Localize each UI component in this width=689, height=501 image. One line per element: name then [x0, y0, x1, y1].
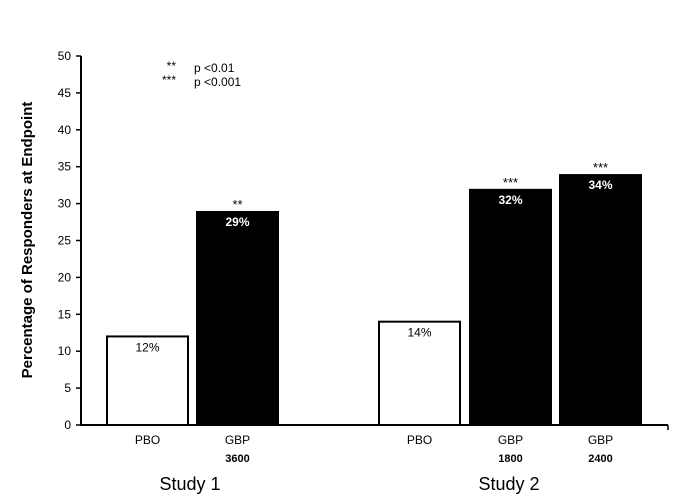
bar-data-label: 29%: [225, 215, 249, 229]
bar-data-label: 12%: [135, 340, 159, 354]
bar-study-2-pbo: [378, 320, 461, 426]
y-tick-label: 25: [58, 234, 72, 248]
significance-marker: ***: [503, 175, 518, 190]
group-label: Study 1: [159, 474, 220, 494]
significance-marker: ***: [593, 160, 608, 175]
y-tick-label: 50: [58, 49, 72, 63]
y-tick-label: 35: [58, 160, 72, 174]
x-tick-label: GBP: [588, 433, 613, 447]
group-label: Study 2: [478, 474, 539, 494]
significance-legend-text: p <0.001: [194, 75, 241, 89]
y-tick-label: 45: [58, 86, 72, 100]
significance-legend: ** p <0.01 *** p <0.001: [162, 59, 241, 89]
bar-data-label: 34%: [588, 178, 612, 192]
bars: [106, 174, 642, 426]
x-tick-sublabel: 1800: [498, 453, 522, 465]
x-tick-sublabel: 3600: [225, 453, 249, 465]
x-tick-sublabel: 2400: [588, 453, 612, 465]
y-tick-label: 0: [64, 418, 71, 432]
bar-data-label: 14%: [407, 326, 431, 340]
x-tick-label: PBO: [135, 433, 160, 447]
y-tick-label: 10: [58, 344, 72, 358]
y-tick-label: 15: [58, 307, 72, 321]
significance-legend-text: p <0.01: [194, 61, 235, 75]
labels: 12% PBO 29% ** GBP 3600 Study 1 14% PBO 32% *** GBP…: [135, 160, 613, 494]
bar-study-2-gbp-2400: [559, 174, 642, 425]
significance-marker: **: [232, 197, 242, 212]
bar-study-1-pbo: [106, 335, 189, 426]
y-axis-label: Percentage of Responders at Endpoint: [19, 102, 36, 379]
y-tick-label: 5: [64, 381, 71, 395]
significance-legend-symbol: ***: [162, 73, 176, 87]
bar-study-1-gbp-3600: [196, 210, 279, 425]
x-tick-label: GBP: [498, 433, 523, 447]
y-tick-label: 20: [58, 270, 72, 284]
y-tick-label: 40: [58, 123, 72, 137]
bar-data-label: 32%: [498, 193, 522, 207]
bar-study-2-gbp-1800: [469, 188, 552, 425]
y-axis: 0 5 10 15 20 25 30 35 40 45 50: [58, 49, 82, 432]
x-tick-label: PBO: [407, 433, 432, 447]
y-tick-label: 30: [58, 197, 72, 211]
x-tick-label: GBP: [225, 433, 250, 447]
significance-legend-symbol: **: [167, 59, 177, 73]
